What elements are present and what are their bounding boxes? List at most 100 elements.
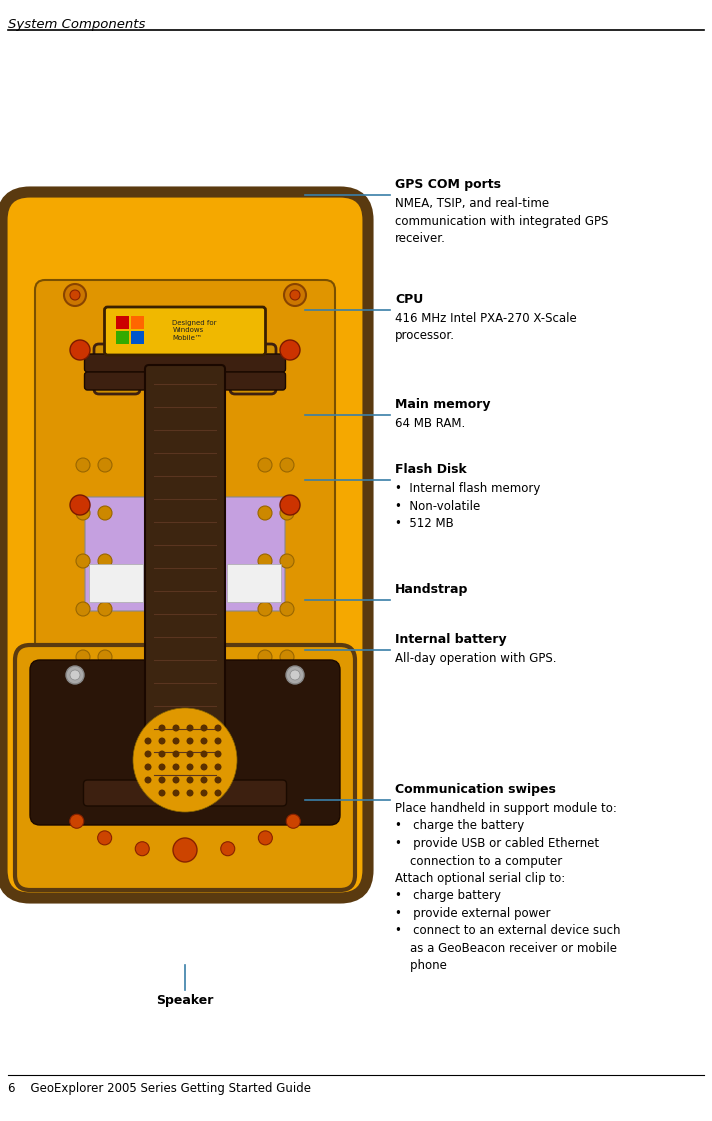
Circle shape [70, 340, 90, 360]
Circle shape [64, 284, 86, 306]
Circle shape [258, 602, 272, 617]
Circle shape [145, 750, 152, 758]
Bar [130, 316, 144, 328]
Circle shape [172, 750, 179, 758]
Circle shape [214, 738, 221, 744]
Circle shape [290, 290, 300, 300]
Circle shape [187, 763, 194, 770]
Circle shape [280, 506, 294, 520]
Circle shape [159, 777, 165, 784]
Text: 416 MHz Intel PXA-270 X-Scale
processor.: 416 MHz Intel PXA-270 X-Scale processor. [395, 312, 577, 343]
Circle shape [98, 458, 112, 472]
FancyBboxPatch shape [30, 660, 340, 825]
Circle shape [76, 602, 90, 617]
Text: Handstrap: Handstrap [395, 583, 468, 596]
FancyBboxPatch shape [15, 645, 355, 890]
Circle shape [159, 763, 165, 770]
Text: Designed for
Windows
Mobile™: Designed for Windows Mobile™ [172, 319, 217, 341]
Circle shape [98, 698, 112, 712]
Circle shape [280, 495, 300, 515]
FancyBboxPatch shape [230, 344, 276, 393]
Text: 6    GeoExplorer 2005 Series Getting Started Guide: 6 GeoExplorer 2005 Series Getting Starte… [8, 1082, 311, 1095]
Circle shape [70, 290, 80, 300]
Circle shape [70, 495, 90, 515]
Circle shape [145, 763, 152, 770]
Circle shape [258, 554, 272, 568]
Circle shape [133, 708, 237, 812]
Text: CPU: CPU [395, 293, 423, 306]
Circle shape [187, 750, 194, 758]
Circle shape [214, 789, 221, 797]
Circle shape [98, 506, 112, 520]
Circle shape [98, 745, 112, 760]
Circle shape [159, 789, 165, 797]
Circle shape [98, 554, 112, 568]
Circle shape [187, 738, 194, 744]
Circle shape [258, 831, 273, 845]
Circle shape [187, 789, 194, 797]
FancyBboxPatch shape [85, 497, 147, 611]
Circle shape [187, 777, 194, 784]
Bar [115, 331, 128, 344]
Circle shape [159, 724, 165, 732]
Text: Internal battery: Internal battery [395, 633, 507, 646]
Circle shape [70, 814, 84, 828]
Circle shape [280, 458, 294, 472]
Circle shape [258, 650, 272, 664]
Circle shape [98, 831, 112, 845]
FancyBboxPatch shape [223, 497, 285, 611]
Circle shape [145, 777, 152, 784]
Bar [115, 316, 128, 328]
Circle shape [201, 750, 207, 758]
Text: Place handheld in support module to:
•   charge the battery
•   provide USB or c: Place handheld in support module to: • c… [395, 802, 620, 973]
FancyBboxPatch shape [85, 372, 286, 390]
FancyBboxPatch shape [105, 307, 266, 355]
Text: NMEA, TSIP, and real-time
communication with integrated GPS
receiver.: NMEA, TSIP, and real-time communication … [395, 197, 608, 245]
Circle shape [76, 745, 90, 760]
Circle shape [172, 763, 179, 770]
Text: 64 MB RAM.: 64 MB RAM. [395, 417, 465, 430]
Circle shape [187, 724, 194, 732]
Circle shape [214, 777, 221, 784]
FancyBboxPatch shape [2, 192, 368, 898]
Circle shape [172, 777, 179, 784]
Circle shape [76, 506, 90, 520]
Bar [89, 564, 143, 602]
Circle shape [145, 738, 152, 744]
Circle shape [280, 745, 294, 760]
Circle shape [98, 602, 112, 617]
Circle shape [214, 724, 221, 732]
Bar [227, 564, 281, 602]
FancyBboxPatch shape [35, 280, 335, 790]
Bar [130, 331, 144, 344]
Circle shape [258, 506, 272, 520]
Circle shape [135, 842, 150, 855]
Circle shape [98, 650, 112, 664]
Circle shape [214, 763, 221, 770]
Circle shape [258, 745, 272, 760]
Circle shape [172, 738, 179, 744]
Circle shape [70, 670, 80, 680]
Text: Communication swipes: Communication swipes [395, 782, 556, 796]
Text: All-day operation with GPS.: All-day operation with GPS. [395, 652, 557, 665]
Circle shape [201, 789, 207, 797]
Text: •  Internal flash memory
•  Non-volatile
•  512 MB: • Internal flash memory • Non-volatile •… [395, 482, 540, 530]
Circle shape [172, 724, 179, 732]
Circle shape [76, 458, 90, 472]
FancyBboxPatch shape [145, 365, 225, 803]
Text: Speaker: Speaker [157, 994, 214, 1007]
Circle shape [201, 763, 207, 770]
Text: Flash Disk: Flash Disk [395, 463, 467, 476]
Circle shape [280, 554, 294, 568]
Circle shape [76, 650, 90, 664]
Text: GPS COM ports: GPS COM ports [395, 178, 501, 191]
Circle shape [178, 845, 192, 860]
Circle shape [172, 789, 179, 797]
Circle shape [159, 738, 165, 744]
Circle shape [201, 777, 207, 784]
Circle shape [280, 602, 294, 617]
Circle shape [290, 670, 300, 680]
Circle shape [280, 698, 294, 712]
Circle shape [286, 814, 300, 828]
FancyBboxPatch shape [85, 354, 286, 372]
